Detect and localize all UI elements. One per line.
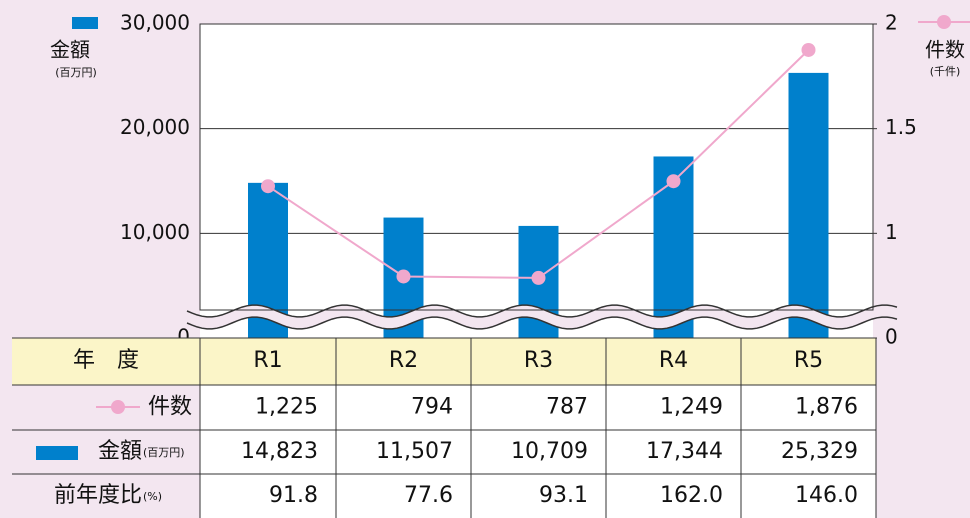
table-cell: 794 — [411, 395, 453, 420]
table-cell: 14,823 — [241, 439, 318, 464]
line-marker — [801, 42, 816, 57]
row-unit: (%) — [143, 490, 162, 503]
axis-break-line — [186, 304, 898, 318]
x-tick-label: R3 — [524, 348, 553, 373]
y2-axis-unit: (千件) — [930, 65, 961, 78]
y2-tick-label: 1.5 — [885, 115, 917, 139]
table-cell: 77.6 — [404, 483, 453, 508]
y2-axis-label: 件数 — [925, 38, 965, 62]
y-tick-label: 20,000 — [120, 115, 190, 139]
line-marker — [396, 269, 411, 284]
y-axis-unit: (百万円) — [55, 66, 97, 79]
row-icon-marker — [111, 400, 125, 414]
y-axis-label: 金額 — [50, 38, 90, 62]
y2-tick-label: 2 — [885, 11, 898, 35]
row-label: 件数 — [148, 395, 192, 420]
line-marker — [261, 179, 275, 194]
axis-break-line — [186, 316, 898, 330]
bar — [788, 72, 829, 338]
row-label: 前年度比 — [54, 483, 142, 508]
legend-swatch — [72, 17, 98, 29]
x-tick-label: R2 — [389, 348, 418, 373]
table-cell: 1,225 — [255, 395, 318, 420]
line-marker — [666, 174, 681, 189]
line-marker — [531, 270, 546, 285]
row-label: 金額 — [98, 439, 142, 464]
plot-frame — [199, 23, 874, 311]
table-body-bg — [200, 385, 876, 518]
x-tick-label: R4 — [659, 348, 688, 373]
table-cell: 1,876 — [795, 395, 858, 420]
legend-marker — [937, 15, 951, 29]
table-header-bg — [12, 338, 876, 385]
table-cell: 11,507 — [376, 439, 453, 464]
axis-break-band — [187, 305, 897, 329]
x-tick-label: R1 — [253, 348, 282, 373]
table-cell: 25,329 — [781, 439, 858, 464]
row-icon-swatch — [36, 446, 78, 460]
table-cell: 162.0 — [660, 483, 723, 508]
table-corner: 年 度 — [73, 348, 139, 373]
y-tick-label: 10,000 — [120, 220, 190, 244]
y-tick-label: 30,000 — [120, 11, 190, 35]
table-cell: 1,249 — [660, 395, 723, 420]
table-cell: 146.0 — [795, 483, 858, 508]
row-unit: (百万円) — [143, 446, 185, 459]
table-cell: 93.1 — [539, 483, 588, 508]
y2-tick-label: 0 — [885, 325, 898, 349]
table-cell: 787 — [546, 395, 588, 420]
table-cell: 91.8 — [269, 483, 318, 508]
x-tick-label: R5 — [794, 348, 823, 373]
y2-tick-label: 1 — [885, 220, 898, 244]
table-cell: 17,344 — [646, 439, 723, 464]
table-cell: 10,709 — [511, 439, 588, 464]
